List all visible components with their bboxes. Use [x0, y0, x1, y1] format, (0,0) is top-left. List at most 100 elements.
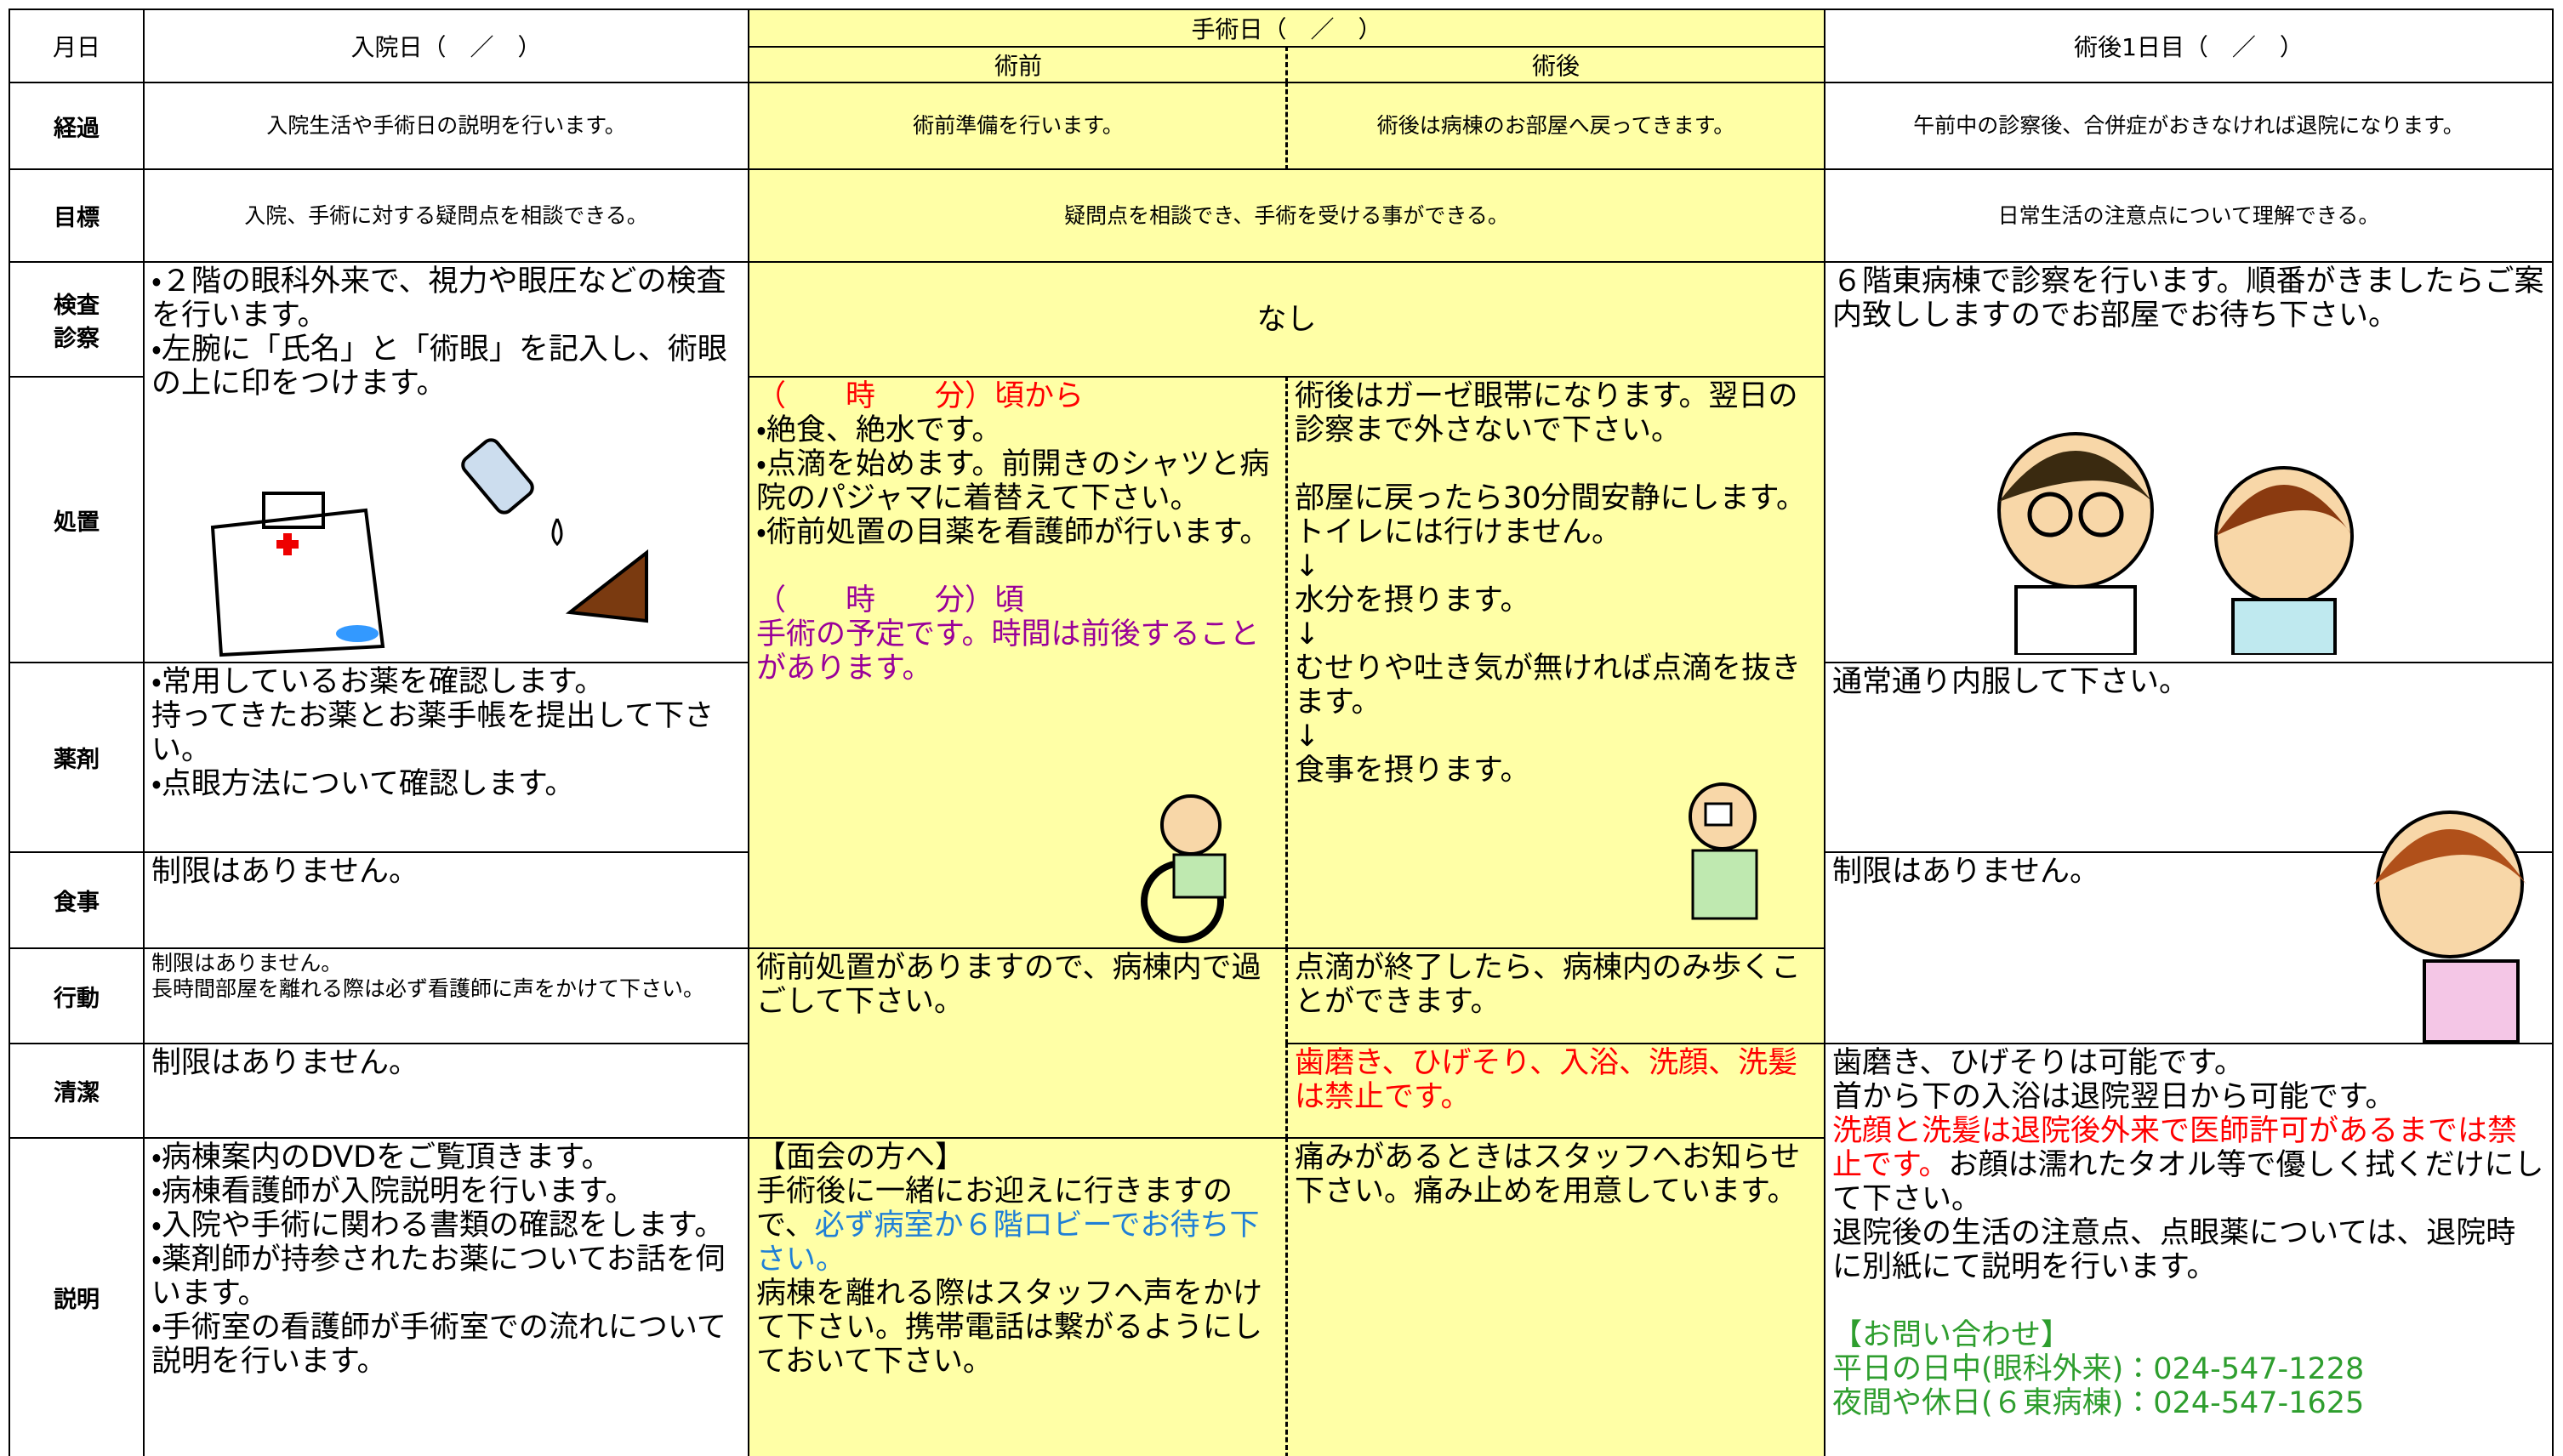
- medical-bag-illustration: [210, 492, 385, 657]
- text-segment: 制限はありません。: [151, 855, 419, 889]
- text-segment: 痛みがあるときはスタッフへお知らせ下さい。痛み止めを用意しています。: [1295, 1140, 1801, 1209]
- table-cell: 疑問点を相談でき、手術を受ける事ができる。: [748, 168, 1825, 263]
- row-label: 経過: [9, 82, 145, 170]
- text-segment: お顔は濡れたタオル等で優しく拭くだけにして下さい。: [1832, 1148, 2544, 1216]
- text-segment: 水分を摂ります。: [1295, 583, 1530, 617]
- cell-text: ・左腕に「氏名」と「術眼」を記入し、術眼の上に印をつけます。: [151, 333, 741, 401]
- cell-text: ・常用しているお薬を確認します。: [151, 665, 741, 699]
- colored-text: 歯磨き、ひげそり、入浴、洗顔、洗髪は禁止です。: [1295, 1046, 1798, 1114]
- text-segment: ・病棟案内のDVDをご覧頂きます。: [151, 1140, 612, 1174]
- colored-text: 手術の予定です。時間は前後することがあります。: [756, 617, 1260, 685]
- doctor-nurse-illustration: [1997, 432, 2354, 655]
- colored-text: 夜間や休日(６東病棟)：024-547-1625: [1832, 1386, 2365, 1420]
- cell-text: 点滴が終了したら、病棟内のみ歩くことができます。: [1295, 951, 1817, 1019]
- colored-text: （ 時 分）頃から: [756, 379, 1085, 413]
- table-cell: 歯磨き、ひげそり、入浴、洗顔、洗髪は禁止です。: [1285, 1043, 1825, 1139]
- eyedrop-illustration: [461, 438, 648, 623]
- text-segment: ・術前処置の目薬を看護師が行います。: [756, 515, 1270, 549]
- text-segment: 制限はありません。: [151, 1046, 419, 1080]
- cell-text: 通常通り内服して下さい。: [1832, 665, 2545, 699]
- table-cell: 点滴が終了したら、病棟内のみ歩くことができます。: [1285, 947, 1825, 1044]
- row-label: 清潔: [9, 1043, 145, 1139]
- header-cell: 術後: [1285, 46, 1825, 83]
- row-label: 処置: [9, 376, 145, 663]
- cell-text: 洗顔と洗髪は退院後外来で医師許可があるまでは禁止です。お顔は濡れたタオル等で優し…: [1832, 1114, 2545, 1216]
- text-segment: ・手術室の看護師が手術室での流れについて説明を行います。: [151, 1311, 726, 1379]
- table-cell: 痛みがあるときはスタッフへお知らせ下さい。痛み止めを用意しています。: [1285, 1137, 1825, 1456]
- table-cell: 【面会の方へ】 手術後に一緒にお迎えに行きますので、必ず病室か６階ロビーでお待ち下…: [748, 1137, 1287, 1456]
- text-segment: ・左腕に「氏名」と「術眼」を記入し、術眼の上に印をつけます。: [151, 333, 727, 401]
- table-cell: ・病棟案内のDVDをご覧頂きます。 ・病棟看護師が入院説明を行います。 ・入院や手術…: [143, 1137, 749, 1456]
- text-segment: ・病棟看護師が入院説明を行います。: [151, 1174, 635, 1209]
- cell-text: 歯磨き、ひげそりは可能です。: [1832, 1046, 2545, 1080]
- cell-text: ・術前処置の目薬を看護師が行います。: [756, 515, 1280, 549]
- table-cell: ・２階の眼科外来で、視力や眼圧などの検査を行います。 ・左腕に「氏名」と「術眼」を…: [143, 261, 749, 663]
- colored-text: 必ず病室か６階ロビーでお待ち下さい。: [756, 1209, 1260, 1277]
- cell-text: むせりや吐き気が無ければ点滴を抜きます。: [1295, 651, 1817, 719]
- cell-text: 制限はありません。: [1832, 855, 2545, 889]
- text-segment: 部屋に戻ったら30分間安静にします。トイレには行けません。: [1295, 481, 1807, 549]
- text-segment: ↓: [1295, 549, 1320, 583]
- text-segment: 退院後の生活の注意点、点眼薬については、退院時に別紙にて説明を行います。: [1832, 1216, 2516, 1284]
- header-cell: 入院日（ ／ ）: [143, 9, 749, 83]
- table-cell: 制限はありません。 長時間部屋を離れる際は必ず看護師に声をかけて下さい。: [143, 947, 749, 1044]
- cell-text: ・点眼方法について確認します。: [151, 767, 741, 801]
- row-label: 食事: [9, 851, 145, 949]
- cell-text: 歯磨き、ひげそり、入浴、洗顔、洗髪は禁止です。: [1295, 1046, 1817, 1114]
- cell-text: 長時間部屋を離れる際は必ず看護師に声をかけて下さい。: [151, 976, 741, 1002]
- nurse-illustration: [2373, 810, 2526, 1044]
- header-cell: 手術日（ ／ ）: [748, 9, 1825, 48]
- row-label: 行動: [9, 947, 145, 1044]
- text-segment: 【面会の方へ】: [756, 1140, 965, 1174]
- text-segment: 術後はガーゼ眼帯になります。翌日の診察まで外さないで下さい。: [1295, 379, 1798, 447]
- text-segment: ・常用しているお薬を確認します。: [151, 665, 605, 699]
- cell-text: 制限はありません。: [151, 951, 741, 976]
- row-label: 目標: [9, 168, 145, 263]
- cell-text: 平日の日中(眼科外来)：024-547-1228: [1832, 1352, 2545, 1386]
- row-label: 薬剤: [9, 662, 145, 853]
- text-segment: 歯磨き、ひげそりは可能です。: [1832, 1046, 2245, 1080]
- cell-text: 術後はガーゼ眼帯になります。翌日の診察まで外さないで下さい。: [1295, 379, 1817, 447]
- header-cell: 月日: [9, 9, 145, 83]
- text-segment: 術前処置がありますので、病棟内で過ごして下さい。: [756, 951, 1262, 1019]
- cell-text: 手術後に一緒にお迎えに行きますので、必ず病室か６階ロビーでお待ち下さい。: [756, 1174, 1280, 1277]
- table-cell: 入院、手術に対する疑問点を相談できる。: [143, 168, 749, 263]
- cell-text: ・２階の眼科外来で、視力や眼圧などの検査を行います。: [151, 264, 741, 333]
- text-segment: むせりや吐き気が無ければ点滴を抜きます。: [1295, 651, 1802, 719]
- text-segment: 制限はありません。: [1832, 855, 2099, 889]
- table-cell: 術後は病棟のお部屋へ戻ってきます。: [1285, 82, 1825, 170]
- cell-text: 首から下の入浴は退院翌日から可能です。: [1832, 1080, 2545, 1114]
- cell-text: 退院後の生活の注意点、点眼薬については、退院時に別紙にて説明を行います。: [1832, 1216, 2545, 1284]
- text-segment: 病棟を離れる際はスタッフへ声をかけて下さい。携帯電話は繋がるようにしておいて下さ…: [756, 1277, 1263, 1379]
- text-segment: 通常通り内服して下さい。: [1832, 665, 2189, 699]
- table-cell: ６階東病棟で診察を行います。順番がきましたらご案内致ししますのでお部屋でお待ち下…: [1824, 261, 2554, 663]
- cell-text: ・入院や手術に関わる書類の確認をします。: [151, 1209, 741, 1243]
- cell-text: 制限はありません。: [151, 855, 741, 889]
- cell-text: ６階東病棟で診察を行います。順番がきましたらご案内致ししますのでお部屋でお待ち下…: [1832, 264, 2545, 333]
- cell-text: 【面会の方へ】: [756, 1140, 1280, 1174]
- table-cell: 午前中の診察後、合併症がおきなければ退院になります。: [1824, 82, 2554, 170]
- text-segment: 持ってきたお薬とお薬手帳を提出して下さい。: [151, 699, 715, 767]
- cell-text: ・点滴を始めます。前開きのシャツと病院のパジャマに着替えて下さい。: [756, 447, 1280, 515]
- table-cell: 制限はありません。: [143, 1043, 749, 1139]
- colored-text: 【お問い合わせ】: [1832, 1318, 2071, 1352]
- text-segment: ・入院や手術に関わる書類の確認をします。: [151, 1209, 725, 1243]
- text-segment: 点滴が終了したら、病棟内のみ歩くことができます。: [1295, 951, 1802, 1019]
- table-cell: なし: [748, 261, 1825, 378]
- text-segment: 食事を摂ります。: [1295, 754, 1530, 788]
- cell-text: ・絶食、絶水です。: [756, 413, 1280, 447]
- cell-text: ・手術室の看護師が手術室での流れについて説明を行います。: [151, 1311, 741, 1379]
- text-segment: ・絶食、絶水です。: [756, 413, 1002, 447]
- cell-text: ・病棟看護師が入院説明を行います。: [151, 1174, 741, 1209]
- cell-text: 食事を摂ります。: [1295, 754, 1817, 788]
- header-cell: 術前: [748, 46, 1287, 83]
- cell-text: ・薬剤師が持参されたお薬についてお話を伺います。: [151, 1243, 741, 1311]
- colored-text: 洗顔と洗髪は退院後外来で医師許可があるまでは禁止です。: [1832, 1114, 2518, 1182]
- text-segment: 手術後に一緒にお迎えに行きますので、: [756, 1174, 1233, 1243]
- cell-text: ↓: [1295, 719, 1817, 754]
- cell-text: （ 時 分）頃から: [756, 379, 1280, 413]
- cell-text: 持ってきたお薬とお薬手帳を提出して下さい。: [151, 699, 741, 767]
- cell-text: 夜間や休日(６東病棟)：024-547-1625: [1832, 1386, 2545, 1420]
- table-cell: ・常用しているお薬を確認します。 持ってきたお薬とお薬手帳を提出して下さい。 ・点眼…: [143, 662, 749, 853]
